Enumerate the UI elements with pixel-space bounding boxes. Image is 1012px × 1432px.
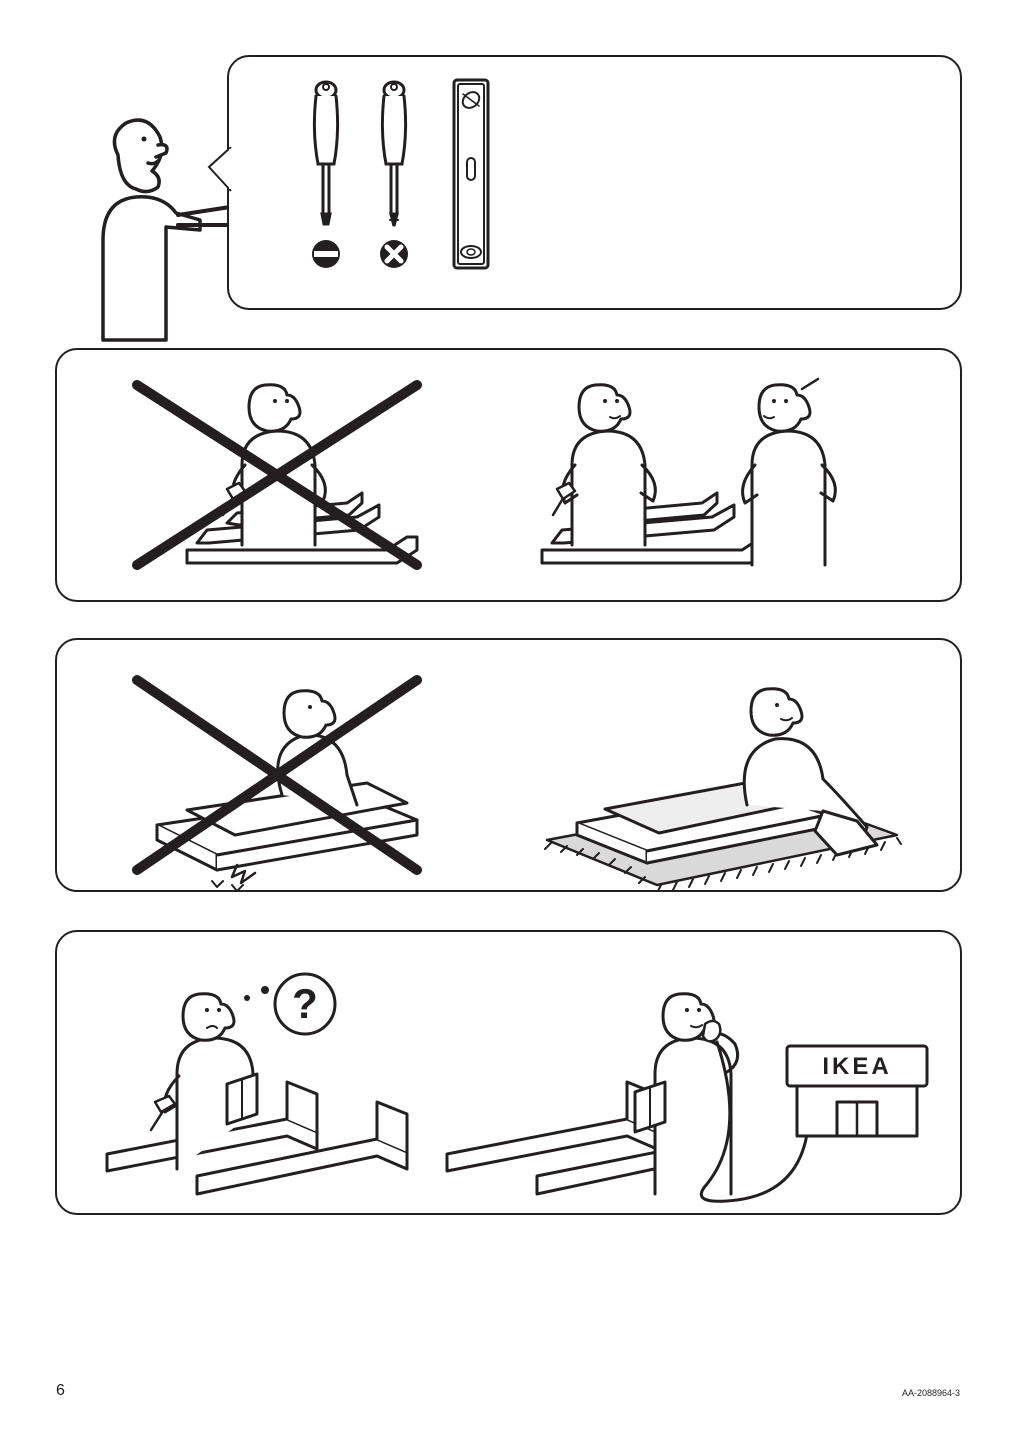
surface-illustration: [57, 640, 960, 890]
speech-tail: [207, 147, 233, 197]
page-number: 6: [56, 1382, 65, 1400]
people-count-illustration: [57, 350, 960, 600]
spirit-level-icon: [454, 80, 488, 268]
ikea-store-icon: IKEA: [787, 1046, 927, 1136]
store-label: IKEA: [822, 1053, 891, 1080]
instruction-page: ?: [0, 0, 1012, 1432]
document-id: AA-2088964-3: [902, 1388, 960, 1398]
tools-panel: [227, 55, 962, 310]
help-panel: ?: [55, 930, 962, 1215]
surface-panel: [55, 638, 962, 892]
help-illustration: ?: [57, 932, 960, 1213]
flathead-screwdriver-icon: [312, 82, 340, 268]
tools-illustration: [284, 72, 584, 302]
question-mark: ?: [292, 980, 318, 1027]
phillips-screwdriver-icon: [380, 82, 408, 268]
people-count-panel: [55, 348, 962, 602]
